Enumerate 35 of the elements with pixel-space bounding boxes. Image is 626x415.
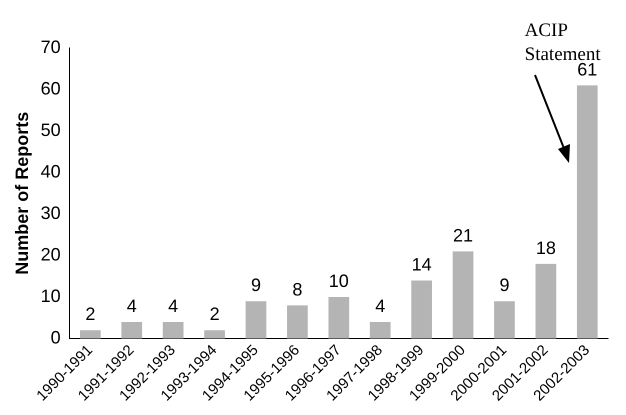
y-tick-label: 20 bbox=[40, 244, 61, 265]
y-tick-label: 70 bbox=[40, 36, 61, 57]
y-tick-label: 50 bbox=[40, 120, 61, 140]
bar bbox=[452, 251, 474, 339]
data-label: 2 bbox=[210, 304, 220, 324]
data-label: 2 bbox=[85, 304, 96, 324]
y-tick-label: 10 bbox=[40, 286, 61, 306]
bar bbox=[80, 330, 101, 339]
data-label: 14 bbox=[412, 254, 432, 274]
bar bbox=[370, 322, 391, 339]
bar bbox=[536, 264, 556, 339]
data-label: 21 bbox=[453, 225, 474, 246]
data-label: 9 bbox=[499, 275, 510, 296]
data-label: 18 bbox=[536, 238, 556, 258]
bar bbox=[494, 301, 515, 339]
y-tick-label: 30 bbox=[40, 202, 61, 223]
y-tick-label: 40 bbox=[40, 161, 61, 182]
bar bbox=[246, 301, 266, 339]
bar bbox=[204, 330, 225, 339]
bar bbox=[411, 280, 432, 339]
bar bbox=[576, 85, 598, 339]
data-label: 4 bbox=[126, 296, 137, 316]
data-label: 10 bbox=[328, 271, 349, 292]
data-label: 4 bbox=[168, 296, 178, 316]
data-label: 61 bbox=[577, 59, 598, 80]
y-tick-label: 0 bbox=[50, 328, 61, 348]
bar bbox=[162, 322, 184, 339]
data-label: 9 bbox=[250, 275, 261, 296]
bar bbox=[328, 297, 350, 339]
bar bbox=[287, 305, 308, 339]
y-axis-title: Number of Reports bbox=[12, 112, 32, 275]
data-label: 8 bbox=[292, 279, 302, 300]
bar bbox=[121, 322, 142, 339]
data-label: 4 bbox=[375, 296, 386, 316]
y-tick-label: 60 bbox=[40, 78, 61, 98]
